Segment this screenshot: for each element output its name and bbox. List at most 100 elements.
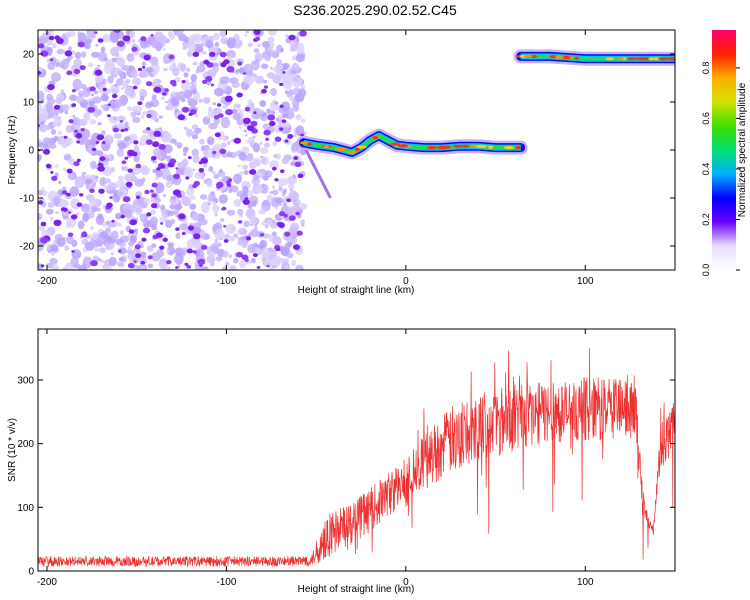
noise-blob <box>194 127 202 134</box>
noise-blob <box>222 250 229 258</box>
signal-peak <box>626 57 637 61</box>
noise-peak <box>71 250 75 253</box>
noise-blob <box>125 65 130 70</box>
noise-blob <box>192 240 201 250</box>
noise-blob <box>252 135 256 139</box>
noise-peak <box>96 134 105 141</box>
noise-blob <box>99 247 106 254</box>
noise-blob <box>45 36 50 42</box>
noise-blob <box>250 60 260 71</box>
signal-peak <box>347 150 357 154</box>
noise-peak <box>226 66 235 73</box>
noise-blob <box>219 30 227 38</box>
noise-peak <box>147 255 153 260</box>
noise-blob <box>63 155 71 161</box>
noise-blob <box>117 122 126 130</box>
noise-blob <box>103 56 108 62</box>
noise-blob <box>185 128 193 137</box>
signal-peak <box>555 55 564 59</box>
noise-peak <box>219 148 227 155</box>
noise-peak <box>127 168 133 173</box>
noise-blob <box>130 69 138 79</box>
noise-blob <box>118 175 124 181</box>
noise-blob <box>237 239 244 246</box>
noise-peak <box>224 95 233 103</box>
noise-blob <box>38 108 49 122</box>
signal-peak <box>356 145 367 149</box>
noise-peak <box>187 156 192 160</box>
noise-blob <box>38 155 42 161</box>
noise-peak <box>237 61 243 66</box>
noise-peak <box>223 225 227 228</box>
x-tick-label: -200 <box>37 276 57 287</box>
noise-blob <box>171 91 177 97</box>
noise-blob <box>134 228 139 233</box>
noise-blob <box>280 47 284 53</box>
noise-blob <box>193 33 203 43</box>
noise-peak <box>250 120 258 127</box>
noise-peak <box>51 175 58 181</box>
noise-blob <box>244 134 248 137</box>
noise-blob <box>97 213 103 220</box>
noise-peak <box>153 86 162 93</box>
noise-peak <box>188 112 193 116</box>
noise-blob <box>216 108 223 114</box>
noise-peak <box>175 266 179 269</box>
noise-blob <box>170 219 176 224</box>
noise-blob <box>68 45 73 52</box>
noise-blob <box>62 104 70 112</box>
noise-blob <box>292 76 300 82</box>
noise-blob <box>65 138 74 145</box>
noise-blob <box>295 264 304 270</box>
noise-blob <box>90 93 94 97</box>
transition-streak <box>302 144 332 199</box>
noise-peak <box>129 219 137 226</box>
noise-blob <box>110 230 119 241</box>
noise-blob <box>253 48 260 53</box>
noise-blob <box>206 136 215 146</box>
noise-blob <box>203 97 210 104</box>
signal-peak <box>426 146 437 150</box>
noise-peak <box>76 158 81 162</box>
noise-blob <box>272 99 276 103</box>
noise-blob <box>115 212 122 220</box>
noise-blob <box>101 265 106 269</box>
noise-peak <box>164 88 169 93</box>
noise-blob <box>103 265 112 270</box>
noise-peak <box>198 161 203 165</box>
noise-blob <box>55 211 59 215</box>
noise-blob <box>263 142 271 148</box>
noise-blob <box>39 214 43 218</box>
noise-blob <box>274 101 279 105</box>
noise-blob <box>225 223 236 234</box>
x-tick-label: -100 <box>216 577 236 588</box>
noise-blob <box>103 234 107 238</box>
noise-blob <box>100 104 107 110</box>
noise-blob <box>201 51 207 55</box>
noise-blob <box>132 116 141 124</box>
noise-blob <box>160 204 166 211</box>
noise-blob <box>271 231 277 237</box>
noise-peak <box>142 227 151 234</box>
noise-peak <box>112 127 119 133</box>
noise-blob <box>209 261 215 267</box>
noise-blob <box>239 260 246 269</box>
noise-peak <box>275 247 281 252</box>
noise-blob <box>117 115 126 123</box>
noise-peak <box>193 233 201 240</box>
noise-blob <box>53 135 59 142</box>
noise-blob <box>173 204 183 211</box>
noise-peak <box>284 231 291 237</box>
noise-peak <box>142 65 146 69</box>
noise-blob <box>226 37 237 49</box>
noise-blob <box>147 263 154 269</box>
noise-blob <box>254 225 258 228</box>
noise-peak <box>89 86 96 92</box>
noise-peak <box>297 173 304 179</box>
noise-blob <box>203 163 208 168</box>
noise-blob <box>133 155 140 163</box>
noise-blob <box>165 180 173 188</box>
signal-peak <box>549 55 557 59</box>
noise-blob <box>101 130 106 136</box>
noise-blob <box>140 244 144 249</box>
